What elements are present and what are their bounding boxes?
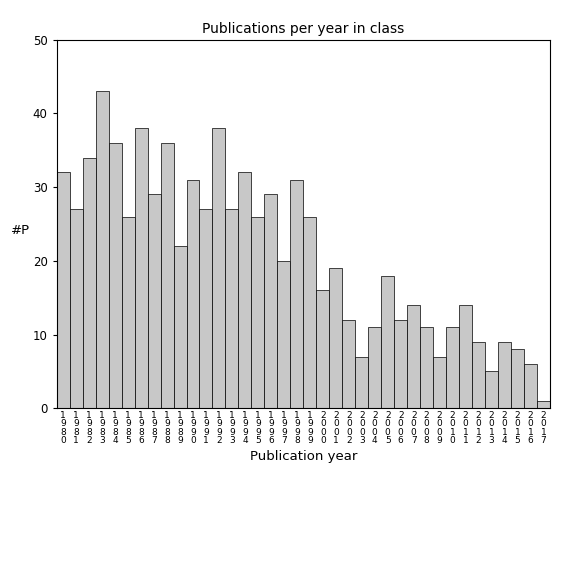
Bar xyxy=(121,217,134,408)
Title: Publications per year in class: Publications per year in class xyxy=(202,22,404,36)
Bar xyxy=(356,357,368,408)
Bar xyxy=(251,217,264,408)
Bar xyxy=(290,180,303,408)
Bar xyxy=(109,143,121,408)
Bar xyxy=(407,305,420,408)
Bar xyxy=(174,246,187,408)
Bar xyxy=(459,305,472,408)
Bar xyxy=(200,209,213,408)
Bar xyxy=(524,364,537,408)
Bar xyxy=(96,91,109,408)
Bar xyxy=(342,320,356,408)
Bar xyxy=(394,320,407,408)
Bar xyxy=(57,172,70,408)
Bar xyxy=(446,327,459,408)
Bar xyxy=(213,128,226,408)
Bar xyxy=(226,209,239,408)
Bar xyxy=(303,217,316,408)
Bar xyxy=(381,276,394,408)
Bar xyxy=(498,342,511,408)
Bar xyxy=(329,268,342,408)
X-axis label: Publication year: Publication year xyxy=(249,450,357,463)
Bar xyxy=(83,158,96,408)
Bar xyxy=(70,209,83,408)
Y-axis label: #P: #P xyxy=(11,224,30,237)
Bar xyxy=(368,327,381,408)
Bar xyxy=(485,371,498,408)
Bar xyxy=(160,143,174,408)
Bar xyxy=(264,194,277,408)
Bar xyxy=(472,342,485,408)
Bar xyxy=(420,327,433,408)
Bar xyxy=(277,261,290,408)
Bar xyxy=(316,290,329,408)
Bar xyxy=(187,180,200,408)
Bar xyxy=(147,194,160,408)
Bar xyxy=(239,172,251,408)
Bar xyxy=(511,349,524,408)
Bar xyxy=(134,128,147,408)
Bar xyxy=(433,357,446,408)
Bar xyxy=(537,401,550,408)
